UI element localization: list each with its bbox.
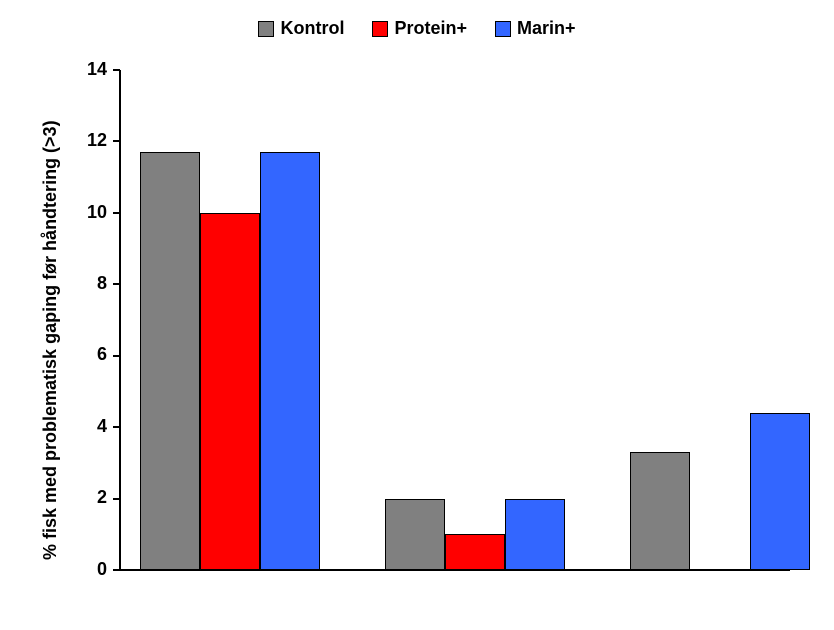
y-tick-label: 12	[67, 130, 107, 151]
y-tick-label: 0	[67, 559, 107, 580]
y-tick-label: 10	[67, 202, 107, 223]
bar	[260, 152, 320, 570]
legend-label: Marin+	[517, 18, 576, 39]
bar	[630, 452, 690, 570]
plot-area: 02468101214	[120, 70, 790, 570]
y-axis	[119, 70, 121, 570]
y-tick	[113, 140, 120, 142]
legend-item: Protein+	[372, 18, 467, 39]
bar	[750, 413, 810, 570]
y-tick-label: 14	[67, 59, 107, 80]
y-tick-label: 6	[67, 344, 107, 365]
y-tick-label: 8	[67, 273, 107, 294]
y-tick	[113, 569, 120, 571]
legend: Kontrol Protein+ Marin+	[0, 18, 834, 39]
y-tick	[113, 283, 120, 285]
y-tick	[113, 355, 120, 357]
chart-container: KontrolProtein+Marin+ 02468101214 % fisk…	[0, 0, 834, 630]
legend-label: Protein+	[394, 18, 467, 39]
legend-item: Kontrol	[258, 18, 344, 39]
y-tick	[113, 498, 120, 500]
legend-swatch	[495, 21, 511, 37]
legend-swatch	[372, 21, 388, 37]
bar	[140, 152, 200, 570]
legend-label: Kontrol	[280, 18, 344, 39]
bar	[200, 213, 260, 570]
y-tick	[113, 212, 120, 214]
y-axis-label: % fisk med problematisk gaping før håndt…	[40, 120, 61, 560]
legend-item: Marin+	[495, 18, 576, 39]
bar	[505, 499, 565, 570]
y-tick-label: 2	[67, 487, 107, 508]
legend-swatch	[258, 21, 274, 37]
y-tick	[113, 69, 120, 71]
bar	[445, 534, 505, 570]
bar	[385, 499, 445, 570]
y-tick	[113, 426, 120, 428]
y-tick-label: 4	[67, 416, 107, 437]
